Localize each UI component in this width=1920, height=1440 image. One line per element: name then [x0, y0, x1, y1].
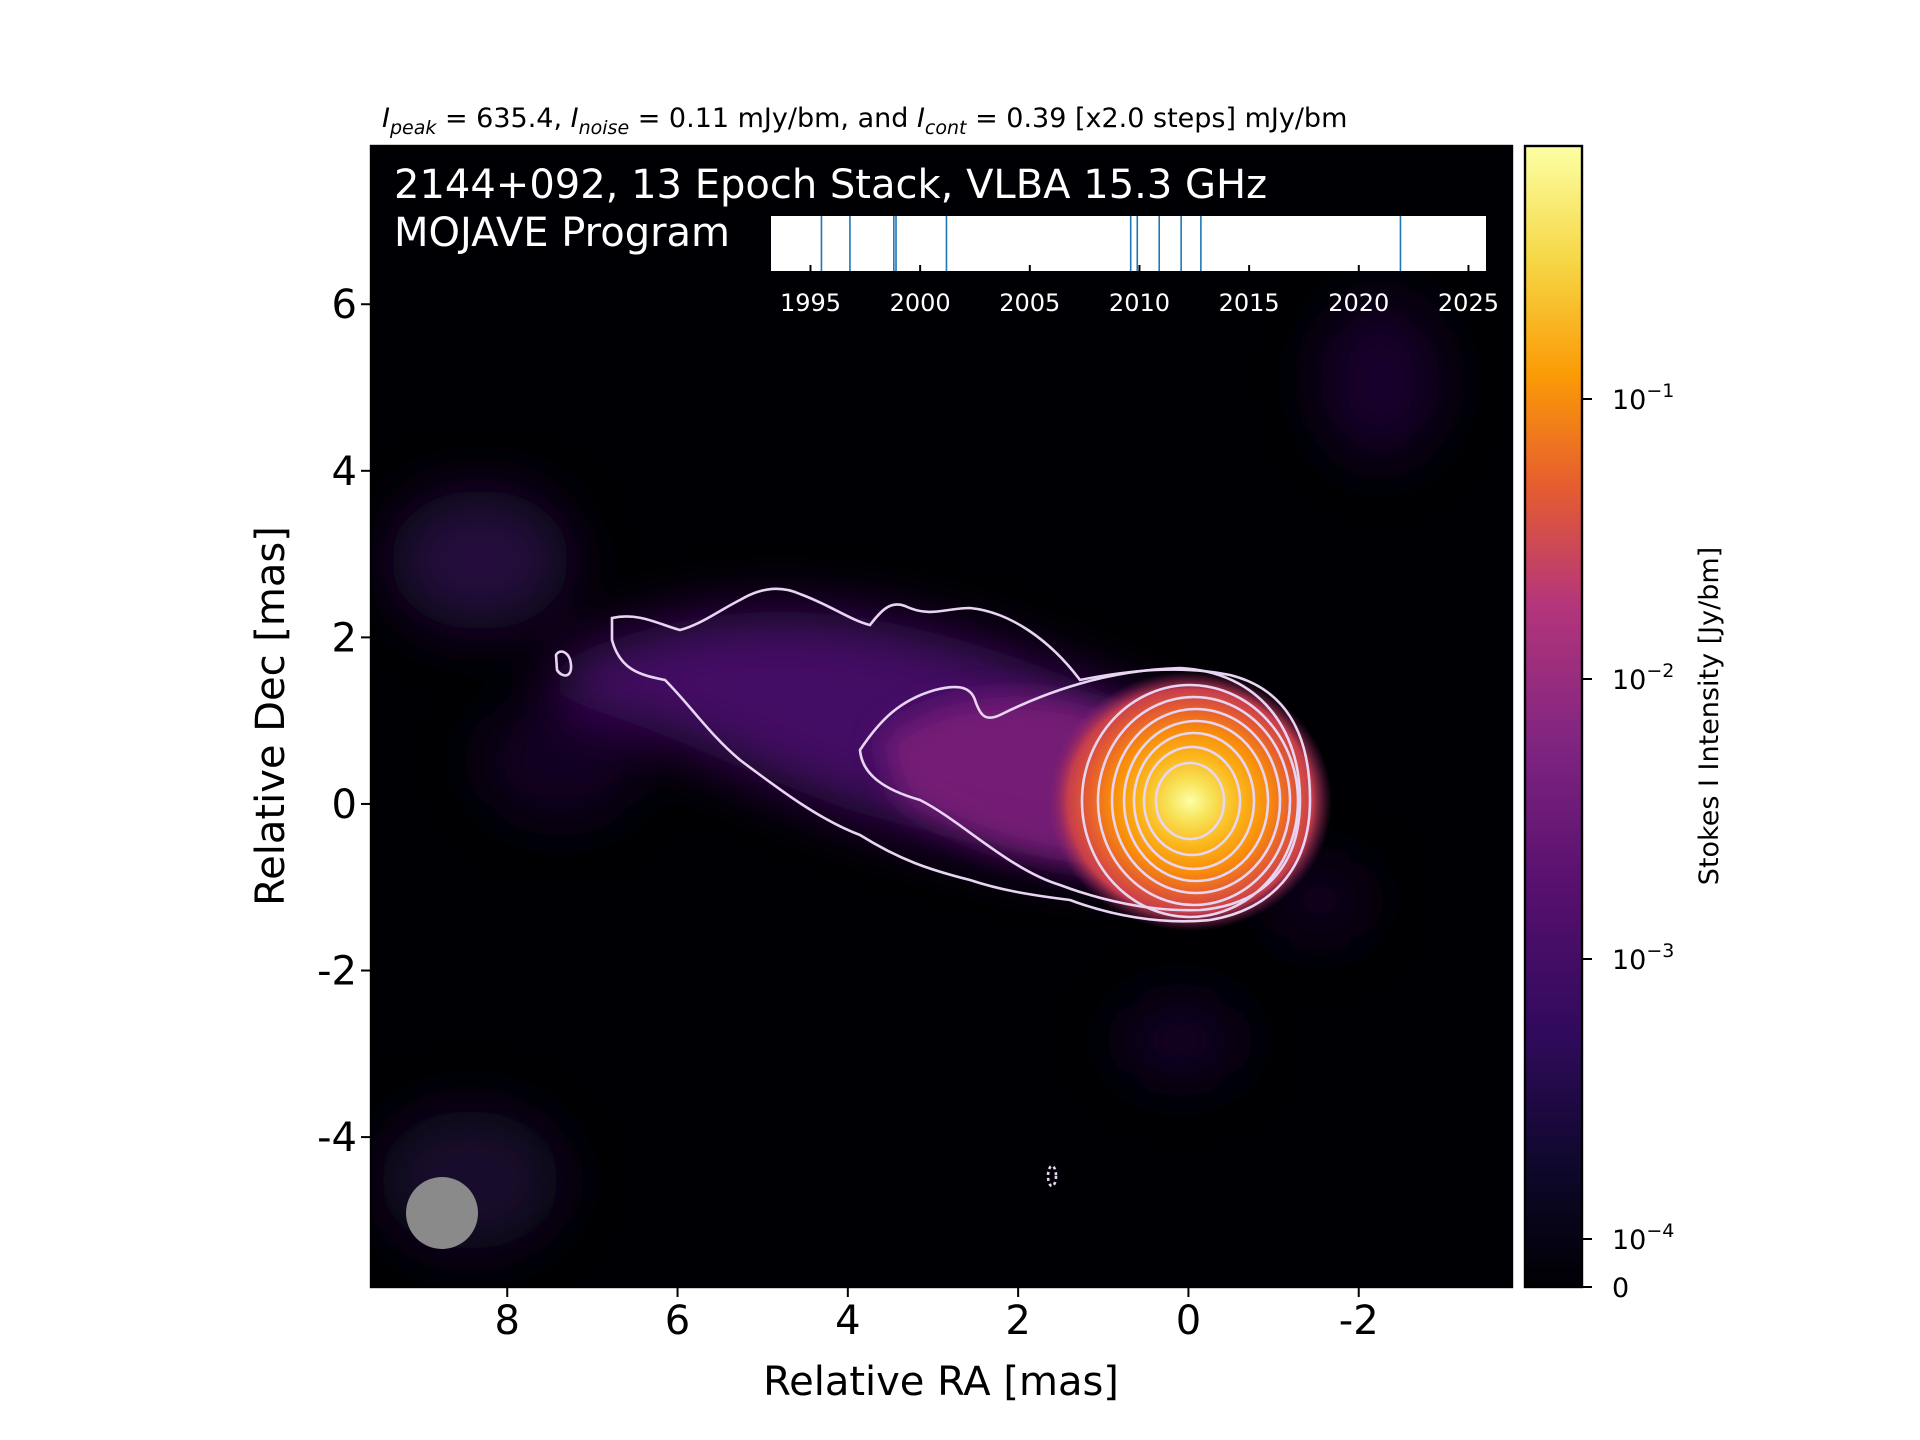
colorbar-label: Stokes I Intensity [Jy/bm]	[1694, 547, 1725, 885]
cont-symbol: I	[917, 103, 925, 134]
y-tick-label: 4	[332, 449, 357, 495]
colorbar-tick-base: 10	[1612, 385, 1646, 416]
x-tick-label: 4	[835, 1298, 860, 1344]
x-axis-label: Relative RA [mas]	[763, 1359, 1119, 1405]
contour-outer	[610, 587, 1312, 923]
contour-core-3	[1110, 707, 1282, 895]
epoch-tick-label: 2020	[1328, 289, 1389, 317]
contour-core-2	[1096, 695, 1292, 907]
y-tick-label: -4	[317, 1115, 357, 1161]
contour-core-5	[1132, 731, 1256, 871]
beam-ellipse	[406, 1177, 478, 1249]
colorbar-tick-label: 10−3	[1612, 940, 1674, 976]
axes-layer: 8 6 4 2 0 -2 6 4 2 0 -2 -4	[317, 282, 1379, 1344]
image-frame	[369, 144, 1514, 1289]
peak-symbol: I	[382, 103, 390, 134]
x-tick-label: 6	[665, 1298, 690, 1344]
contour-core-1	[1080, 683, 1300, 919]
noise-patch	[1320, 300, 1440, 460]
overlay-title-line1: 2144+092, 13 Epoch Stack, VLBA 15.3 GHz	[394, 162, 1267, 208]
contour-core-7	[1154, 761, 1226, 841]
epoch-tick-label: 2000	[890, 289, 951, 317]
overlay-title-line2: MOJAVE Program	[394, 210, 730, 256]
noise-patch	[390, 490, 570, 630]
colorbar-tick-label: 10−2	[1612, 660, 1674, 696]
peak-text: = 635.4,	[436, 103, 570, 134]
epoch-tick-label: 2005	[999, 289, 1060, 317]
y-tick-label: 6	[332, 282, 357, 328]
y-tick-label: 2	[332, 615, 357, 661]
colorbar-tick-exponent: −4	[1646, 1220, 1674, 1242]
diffuse-emission	[380, 300, 1440, 1250]
contour-negative	[1046, 1164, 1058, 1188]
colorbar-tick-exponent: −3	[1646, 940, 1674, 962]
cont-subscript: cont	[925, 117, 968, 139]
noise-subscript: noise	[579, 117, 630, 139]
x-tick-label: 0	[1176, 1298, 1201, 1344]
colorbar-tick-label: 10−4	[1612, 1220, 1674, 1256]
epoch-tick-label: 1995	[780, 289, 841, 317]
noise-text: = 0.11 mJy/bm, and	[629, 103, 917, 134]
colorbar: Stokes I Intensity [Jy/bm] 10−110−210−31…	[1523, 144, 1725, 1304]
cont-text: = 0.39 [x2.0 steps] mJy/bm	[966, 103, 1347, 134]
x-tick-label: -2	[1339, 1298, 1379, 1344]
contours	[554, 587, 1312, 1188]
y-tick-label: -2	[317, 949, 357, 995]
colorbar-gradient-bar	[1523, 144, 1584, 1289]
header-annotation: Ipeak = 635.4, Inoise = 0.11 mJy/bm, and…	[382, 103, 1347, 139]
y-axis-label: Relative Dec [mas]	[248, 526, 294, 906]
epoch-tick-label: 2025	[1438, 289, 1499, 317]
epoch-tick-label: 2010	[1109, 289, 1170, 317]
emission-layer	[380, 300, 1440, 1250]
colorbar-tick-label: 0	[1612, 1273, 1629, 1304]
colorbar-tick-base: 10	[1612, 665, 1646, 696]
colorbar-tick-base: 0	[1612, 1273, 1629, 1304]
colorbar-tick-base: 10	[1612, 945, 1646, 976]
noise-patch	[1120, 1000, 1240, 1080]
epoch-timeline-inset: 1995 2000 2005 2010 2015 2020 2025	[771, 216, 1499, 317]
colorbar-tick-exponent: −1	[1646, 380, 1674, 402]
colorbar-tick-exponent: −2	[1646, 660, 1674, 682]
colorbar-tick-base: 10	[1612, 1225, 1646, 1256]
peak-subscript: peak	[389, 117, 437, 139]
noise-patch	[480, 700, 640, 820]
contour-2	[858, 666, 1302, 912]
contour-core-4	[1122, 719, 1270, 883]
image-panel: 8 6 4 2 0 -2 6 4 2 0 -2 -4	[317, 144, 1514, 1344]
contour-lobe	[554, 650, 573, 677]
epoch-timeline-box	[771, 216, 1486, 271]
colorbar-tick-label: 10−1	[1612, 380, 1674, 416]
x-tick-label: 8	[495, 1298, 520, 1344]
epoch-tick-label: 2015	[1219, 289, 1280, 317]
x-tick-label: 2	[1005, 1298, 1030, 1344]
noise-symbol: I	[571, 103, 579, 134]
y-tick-label: 0	[332, 782, 357, 828]
contour-core-6	[1142, 745, 1242, 857]
